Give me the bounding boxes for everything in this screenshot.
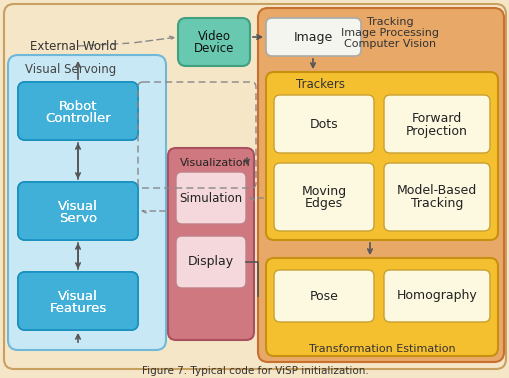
Text: Homography: Homography bbox=[396, 290, 476, 302]
Text: Device: Device bbox=[193, 42, 234, 56]
FancyBboxPatch shape bbox=[266, 258, 497, 356]
Text: Image Processing: Image Processing bbox=[341, 28, 438, 38]
Text: Features: Features bbox=[49, 302, 106, 316]
Text: Pose: Pose bbox=[309, 290, 338, 302]
Text: Visual: Visual bbox=[58, 290, 98, 302]
FancyBboxPatch shape bbox=[273, 163, 373, 231]
Text: Visual: Visual bbox=[58, 200, 98, 212]
Text: Visual: Visual bbox=[58, 200, 98, 212]
FancyBboxPatch shape bbox=[18, 272, 138, 330]
Text: Controller: Controller bbox=[45, 113, 110, 125]
FancyBboxPatch shape bbox=[383, 163, 489, 231]
Text: Visual Servoing: Visual Servoing bbox=[25, 64, 116, 76]
FancyBboxPatch shape bbox=[18, 182, 138, 240]
FancyBboxPatch shape bbox=[273, 270, 373, 322]
Text: Tracking: Tracking bbox=[410, 197, 462, 209]
Text: Computer Vision: Computer Vision bbox=[343, 39, 435, 49]
Text: Display: Display bbox=[188, 256, 234, 268]
Text: Image: Image bbox=[293, 31, 332, 43]
Text: Controller: Controller bbox=[45, 113, 110, 125]
Text: Tracking: Tracking bbox=[366, 17, 412, 27]
FancyBboxPatch shape bbox=[176, 236, 245, 288]
Text: Visual: Visual bbox=[58, 290, 98, 302]
FancyBboxPatch shape bbox=[18, 182, 138, 240]
FancyBboxPatch shape bbox=[18, 82, 138, 140]
FancyBboxPatch shape bbox=[266, 18, 360, 56]
Text: Model-Based: Model-Based bbox=[396, 184, 476, 197]
FancyBboxPatch shape bbox=[18, 272, 138, 330]
FancyBboxPatch shape bbox=[273, 95, 373, 153]
FancyBboxPatch shape bbox=[266, 72, 497, 240]
Text: Servo: Servo bbox=[59, 212, 97, 226]
Text: Projection: Projection bbox=[405, 124, 467, 138]
Text: Trackers: Trackers bbox=[295, 79, 344, 91]
Text: Transformation Estimation: Transformation Estimation bbox=[308, 344, 455, 354]
Text: Video: Video bbox=[197, 31, 230, 43]
Text: Simulation: Simulation bbox=[179, 192, 242, 204]
FancyBboxPatch shape bbox=[4, 4, 505, 369]
FancyBboxPatch shape bbox=[383, 95, 489, 153]
FancyBboxPatch shape bbox=[176, 172, 245, 224]
Text: Robot: Robot bbox=[59, 99, 97, 113]
Text: Servo: Servo bbox=[59, 212, 97, 226]
Text: Visualization: Visualization bbox=[180, 158, 250, 168]
FancyBboxPatch shape bbox=[383, 270, 489, 322]
Text: Edges: Edges bbox=[304, 197, 343, 209]
Text: Features: Features bbox=[49, 302, 106, 316]
Text: Moving: Moving bbox=[301, 184, 346, 197]
Text: Figure 7. Typical code for ViSP initialization.: Figure 7. Typical code for ViSP initiali… bbox=[142, 366, 367, 376]
FancyBboxPatch shape bbox=[178, 18, 249, 66]
Text: Forward: Forward bbox=[411, 113, 461, 125]
FancyBboxPatch shape bbox=[258, 8, 503, 362]
Text: Dots: Dots bbox=[309, 118, 337, 130]
FancyBboxPatch shape bbox=[18, 82, 138, 140]
Text: External World: External World bbox=[30, 39, 117, 53]
FancyBboxPatch shape bbox=[167, 148, 253, 340]
FancyBboxPatch shape bbox=[8, 55, 165, 350]
Text: Robot: Robot bbox=[59, 99, 97, 113]
